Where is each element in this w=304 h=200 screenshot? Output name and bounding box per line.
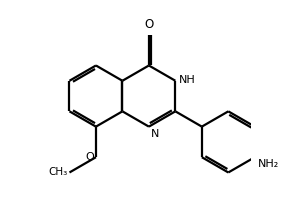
Text: O: O: [144, 18, 154, 31]
Text: NH: NH: [179, 75, 196, 85]
Text: O: O: [85, 152, 94, 162]
Text: CH₃: CH₃: [48, 167, 67, 177]
Text: NH₂: NH₂: [258, 159, 279, 169]
Text: N: N: [151, 129, 159, 139]
